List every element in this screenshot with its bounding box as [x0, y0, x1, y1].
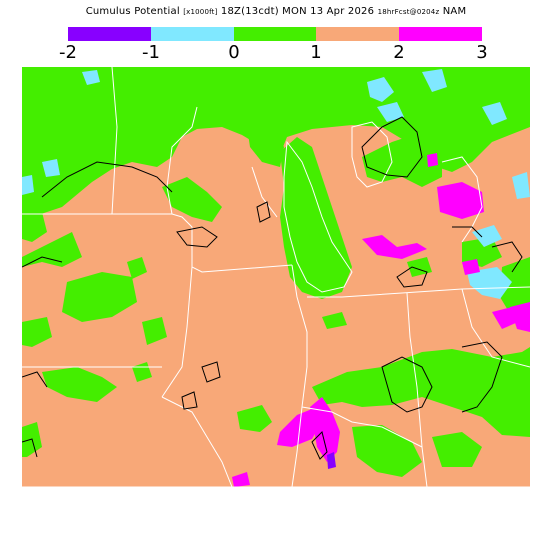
legend-tick-labels: -2 -1 0 1 2 3 — [0, 43, 552, 65]
color-legend-bar — [68, 27, 482, 41]
purple-regions — [327, 452, 336, 469]
legend-tick: -2 — [59, 42, 77, 63]
cyan-regions — [22, 69, 530, 299]
legend-tick: -1 — [142, 42, 160, 63]
title-model: NAM — [442, 6, 467, 17]
zero-contours — [22, 116, 523, 460]
title-valid-time: 18Z(13cdt) MON 13 Apr 2026 — [220, 6, 375, 17]
legend-tick: 3 — [476, 42, 488, 63]
title-main: Cumulus Potential — [85, 6, 180, 17]
cumulus-potential-map — [22, 67, 530, 487]
map-title: Cumulus Potential [x1000ft] 18Z(13cdt) M… — [0, 6, 552, 17]
legend-swatch-cyan — [150, 27, 234, 41]
legend-swatch-purple — [68, 27, 151, 41]
legend-swatch-magenta — [399, 27, 482, 41]
legend-tick: 2 — [393, 42, 405, 63]
magenta-regions — [232, 153, 530, 487]
title-forecast-hour: 18hrFcst@0204z — [377, 8, 440, 16]
legend-tick: 1 — [310, 42, 322, 63]
title-units: [x1000ft] — [183, 8, 218, 16]
green-regions — [22, 67, 530, 477]
legend-swatch-salmon — [316, 27, 400, 41]
state-borders — [22, 67, 530, 487]
legend-swatch-green — [233, 27, 317, 41]
legend-tick: 0 — [228, 42, 240, 63]
lake-shorelines — [283, 121, 483, 293]
